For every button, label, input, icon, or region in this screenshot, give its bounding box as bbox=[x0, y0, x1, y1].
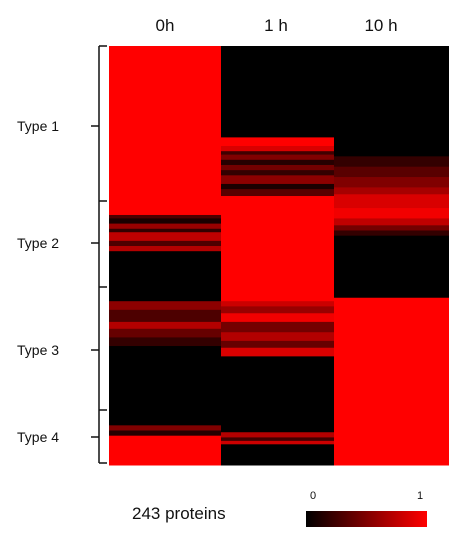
heatmap-band bbox=[109, 430, 221, 437]
heatmap-band bbox=[109, 214, 221, 219]
heatmap-band bbox=[109, 321, 221, 330]
heatmap-band bbox=[221, 437, 334, 442]
heatmap-band bbox=[221, 137, 334, 147]
group-label-type1: Type 1 bbox=[17, 118, 60, 134]
heatmap-cells bbox=[109, 46, 449, 466]
heatmap-band bbox=[334, 194, 449, 209]
heatmap-band bbox=[109, 301, 221, 311]
heatmap-band bbox=[221, 46, 334, 138]
heatmap-band bbox=[334, 218, 449, 226]
heatmap-band bbox=[109, 46, 221, 216]
heatmap-band bbox=[109, 223, 221, 230]
heatmap-band bbox=[334, 156, 449, 168]
heatmap-band bbox=[109, 435, 221, 466]
heatmap-band bbox=[109, 251, 221, 302]
heatmap-band bbox=[109, 309, 221, 323]
column-label-1h: 1 h bbox=[264, 16, 288, 35]
heatmap-band bbox=[221, 440, 334, 445]
heatmap-band bbox=[221, 196, 334, 302]
heatmap-band bbox=[334, 235, 449, 299]
heatmap-band bbox=[221, 170, 334, 176]
heatmap-band bbox=[221, 183, 334, 190]
heatmap-band bbox=[109, 228, 221, 233]
heatmap-band bbox=[334, 187, 449, 195]
heatmap-band bbox=[221, 189, 334, 197]
heatmap-band bbox=[221, 321, 334, 333]
heatmap-band bbox=[334, 177, 449, 188]
heatmap-band bbox=[221, 332, 334, 342]
heatmap-band bbox=[221, 159, 334, 166]
heatmap-band bbox=[221, 340, 334, 349]
heatmap-band bbox=[221, 313, 334, 323]
heatmap-band bbox=[109, 240, 221, 247]
heatmap-band bbox=[109, 232, 221, 242]
column-label-10h: 10 h bbox=[364, 16, 398, 35]
heatmap-band bbox=[334, 46, 449, 157]
group-label-type3: Type 3 bbox=[17, 342, 60, 358]
heatmap-band bbox=[221, 164, 334, 171]
heatmap-band bbox=[334, 208, 449, 219]
heatmap-band bbox=[221, 306, 334, 314]
heatmap-band bbox=[221, 151, 334, 156]
heatmap-band bbox=[334, 297, 449, 466]
heatmap-band bbox=[109, 218, 221, 225]
heatmap-band bbox=[334, 225, 449, 231]
column-label-0h: 0h bbox=[155, 16, 175, 35]
protein-count: 243 proteins bbox=[132, 504, 226, 523]
scale-max-label: 1 bbox=[417, 490, 424, 502]
heatmap-band bbox=[221, 175, 334, 185]
heatmap-band bbox=[109, 346, 221, 426]
heatmap-band bbox=[221, 347, 334, 357]
heatmap-band bbox=[109, 246, 221, 252]
heatmap-band bbox=[109, 337, 221, 347]
color-scale-bar bbox=[306, 511, 427, 527]
group-label-type4: Type 4 bbox=[17, 429, 60, 445]
heatmap-band bbox=[221, 356, 334, 433]
group-bracket bbox=[91, 45, 107, 464]
group-label-type2: Type 2 bbox=[17, 235, 60, 251]
heatmap-band bbox=[221, 146, 334, 152]
heatmap-band bbox=[109, 328, 221, 338]
heatmap-band bbox=[221, 444, 334, 466]
heatmap-band bbox=[334, 166, 449, 178]
heatmap-band bbox=[221, 154, 334, 161]
heatmap-band bbox=[221, 432, 334, 438]
scale-min-label: 0 bbox=[310, 490, 317, 502]
heatmap-band bbox=[221, 301, 334, 307]
heatmap-band bbox=[334, 230, 449, 237]
heatmap-band bbox=[109, 425, 221, 432]
